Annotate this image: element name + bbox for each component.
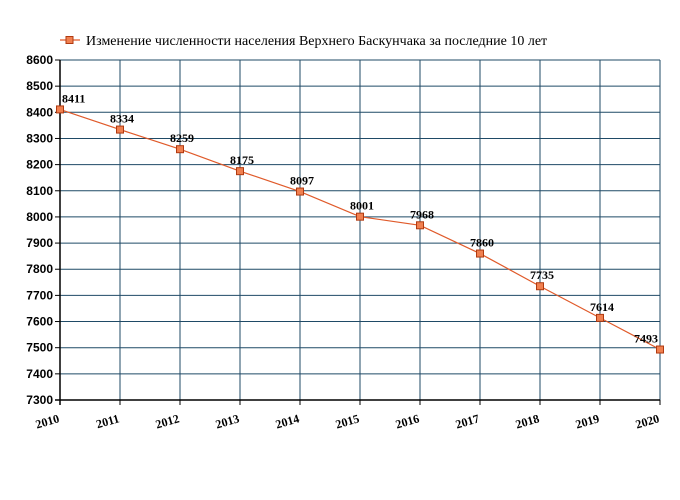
- x-tick-label: 2011: [95, 411, 121, 431]
- x-tick-label: 2014: [274, 411, 301, 431]
- legend-label: Изменение численности населения Верхнего…: [86, 34, 547, 49]
- data-point: [356, 212, 364, 221]
- data-point: [176, 145, 184, 154]
- x-tick-label: 2012: [154, 411, 181, 431]
- y-tick-label: 8000: [26, 210, 53, 224]
- y-tick-label: 8100: [26, 184, 53, 198]
- axes: [55, 59, 661, 405]
- y-tick-label: 7300: [26, 393, 53, 407]
- data-label: 8334: [110, 112, 134, 126]
- x-tick-label: 2018: [514, 411, 541, 431]
- series: [56, 105, 664, 354]
- data-label: 8001: [350, 199, 374, 213]
- x-tick-label: 2010: [34, 411, 61, 431]
- y-tick-label: 8300: [26, 131, 53, 145]
- data-label: 7614: [590, 300, 614, 314]
- data-label: 7735: [530, 268, 554, 282]
- data-label: 8259: [170, 131, 194, 145]
- x-tick-label: 2015: [334, 411, 361, 431]
- y-tick-label: 8600: [26, 53, 53, 67]
- x-tick-label: 2020: [634, 411, 661, 431]
- y-tick-label: 7400: [26, 367, 53, 381]
- legend: Изменение численности населения Верхнего…: [60, 34, 547, 49]
- y-tick-label: 7500: [26, 341, 53, 355]
- data-label: 7968: [410, 207, 434, 221]
- y-tick-label: 8500: [26, 79, 53, 93]
- data-point: [116, 125, 124, 134]
- y-tick-label: 7700: [26, 288, 53, 302]
- y-tick-label: 8400: [26, 105, 53, 119]
- data-label: 8175: [230, 153, 254, 167]
- data-labels: 8411 8334 8259 8175 8097 8001 7968 7860 7735 7614…: [62, 91, 658, 345]
- legend-marker: [65, 36, 74, 44]
- x-tick-label: 2016: [394, 411, 421, 431]
- data-point: [476, 249, 484, 258]
- y-axis-ticks: 7300 7400 7500 7600 7700 7800 7900 8000 8100 8200…: [26, 53, 53, 407]
- y-tick-label: 7900: [26, 236, 53, 250]
- y-tick-label: 7600: [26, 315, 53, 329]
- data-point: [56, 105, 64, 114]
- x-tick-label: 2019: [574, 411, 601, 431]
- x-tick-label: 2013: [214, 411, 241, 431]
- x-tick-label: 2017: [454, 411, 481, 431]
- x-axis-ticks: 2010 2011 2012 2013 2014 2015 2016 2017 2018 2019…: [34, 411, 661, 431]
- data-point: [596, 313, 604, 322]
- data-label: 7860: [470, 236, 494, 250]
- data-point: [236, 167, 244, 176]
- data-label: 7493: [634, 332, 658, 346]
- data-point: [296, 187, 304, 196]
- data-label: 8411: [62, 91, 85, 105]
- grid: [59, 59, 661, 401]
- data-point: [536, 282, 544, 291]
- y-tick-label: 8200: [26, 158, 53, 172]
- y-tick-label: 7800: [26, 262, 53, 276]
- data-label: 8097: [290, 174, 314, 188]
- data-point: [656, 345, 664, 354]
- data-point: [416, 221, 424, 230]
